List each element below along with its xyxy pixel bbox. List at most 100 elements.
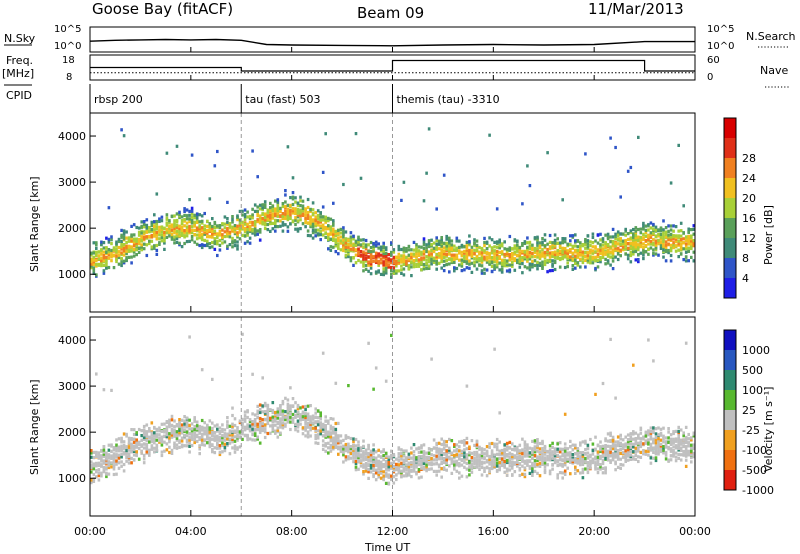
heat-cell: [649, 242, 653, 246]
heat-cell: [480, 258, 484, 262]
heat-cell: [304, 426, 307, 430]
heat-cell: [142, 457, 146, 461]
heat-cell: [455, 255, 459, 259]
heat-cell: [493, 260, 496, 264]
heat-cell: [97, 254, 101, 258]
heat-cell: [168, 234, 171, 238]
heat-cell: [339, 445, 343, 449]
heat-cell: [299, 195, 302, 199]
heat-cell: [402, 248, 406, 252]
freq-unit-label: [MHz]: [2, 67, 34, 80]
heat-cell: [334, 250, 338, 254]
heat-cell: [599, 445, 602, 449]
heat-cell: [231, 429, 234, 433]
heat-cell: [652, 430, 655, 434]
heat-cell: [120, 440, 123, 444]
heat-cell: [153, 228, 156, 232]
heat-cell: [243, 215, 247, 219]
heat-cell: [135, 445, 138, 449]
heat-cell: [498, 255, 501, 259]
heat-cell: [511, 260, 514, 264]
heat-cell: [206, 235, 209, 239]
heat-cell: [256, 220, 259, 224]
heat-cell: [352, 460, 355, 464]
heat-cell: [649, 231, 653, 235]
heat-cell: [571, 443, 575, 447]
heat-cell: [395, 255, 398, 260]
heat-cell: [455, 459, 459, 463]
heat-cell: [626, 246, 630, 250]
heat-cell: [463, 448, 466, 452]
heat-cell: [117, 453, 121, 457]
heat-cell: [130, 255, 133, 259]
heat-cell: [647, 242, 650, 246]
heat-cell: [435, 441, 438, 446]
heat-cell: [614, 396, 617, 400]
heat-cell: [137, 246, 141, 251]
heat-cell: [493, 266, 496, 270]
heat-cell: [216, 253, 219, 258]
heat-cell: [470, 252, 474, 256]
heat-cell: [256, 209, 259, 213]
heat-cell: [364, 448, 368, 452]
heat-cell: [594, 467, 597, 471]
heat-cell: [669, 433, 673, 437]
heat-cell: [178, 241, 181, 245]
heat-cell: [102, 253, 106, 258]
heat-cell: [286, 208, 290, 212]
heat-cell: [430, 448, 433, 452]
heat-cell: [478, 455, 481, 459]
heat-cell: [541, 446, 544, 451]
heat-cell: [379, 465, 383, 469]
heat-cell: [601, 239, 605, 244]
heat-cell: [569, 455, 572, 459]
heat-cell: [100, 264, 103, 268]
heat-cell: [125, 230, 128, 234]
heat-cell: [271, 221, 275, 225]
heat-cell: [569, 472, 572, 476]
heat-cell: [488, 457, 491, 461]
heat-cell: [453, 443, 456, 447]
heat-cell: [642, 236, 645, 240]
heat-cell: [553, 238, 557, 242]
heat-cell: [226, 416, 229, 420]
heat-cell: [533, 249, 537, 253]
heat-cell: [616, 435, 620, 439]
heat-cell: [349, 235, 353, 239]
heat-cell: [473, 461, 476, 465]
heat-cell: [498, 240, 501, 244]
heat-cell: [427, 260, 431, 264]
heat-cell: [296, 410, 300, 414]
heat-cell: [198, 452, 201, 456]
heat-cell: [609, 245, 612, 249]
heat-cell: [155, 252, 159, 256]
heat-cell: [669, 447, 673, 451]
heat-cell: [632, 234, 635, 239]
heat-cell: [170, 223, 174, 227]
heat-cell: [412, 265, 416, 269]
heat-cell: [518, 449, 522, 453]
heat-cell: [173, 229, 176, 233]
heat-cell: [334, 443, 338, 447]
heat-cell: [621, 232, 625, 236]
heat-cell: [516, 258, 519, 262]
heat-cell: [538, 464, 542, 468]
heat-cell: [130, 428, 133, 432]
heat-cell: [163, 227, 166, 231]
heat-cell: [304, 422, 307, 426]
heat-cell: [553, 240, 557, 244]
heat-cell: [367, 263, 370, 267]
heat-cell: [183, 415, 186, 419]
heat-cell: [626, 242, 630, 246]
heat-cell: [427, 239, 431, 243]
heat-cell: [629, 457, 633, 461]
heat-cell: [364, 238, 368, 243]
heat-cell: [344, 455, 348, 459]
heat-cell: [468, 460, 471, 464]
heat-cell: [140, 434, 143, 438]
heat-cell: [584, 255, 587, 259]
heat-cell: [531, 262, 534, 266]
heat-cell: [526, 447, 529, 451]
heat-cell: [460, 250, 464, 254]
heat-cell: [359, 446, 363, 450]
